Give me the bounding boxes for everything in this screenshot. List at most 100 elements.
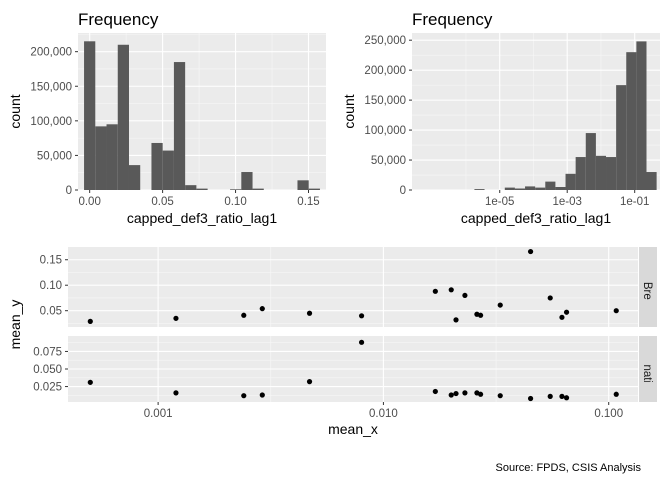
x-tick-label: 0.15 xyxy=(297,196,319,208)
scatter-point xyxy=(563,395,570,401)
y-tick-label: 50,000 xyxy=(371,155,406,167)
y-tick-label: 150,000 xyxy=(364,95,406,107)
scatter-point xyxy=(241,393,247,399)
facet-background xyxy=(68,247,638,327)
scatter-point xyxy=(547,295,553,301)
scatter-point xyxy=(497,302,503,308)
x-tick-label: 0.05 xyxy=(151,196,173,208)
histogram-bar xyxy=(575,157,586,190)
histogram-bar xyxy=(545,181,556,190)
scatter-point xyxy=(477,312,484,318)
histogram-log-panel: 0 50,000 100,000 150,000 200,000 250,000 1e-05… xyxy=(341,10,660,226)
x-axis-title: capped_def3_ratio_lag1 xyxy=(127,210,277,226)
x-tick-label: 0.10 xyxy=(224,196,246,208)
histogram-bar xyxy=(151,142,163,190)
histogram-bar xyxy=(525,186,536,190)
facet-strip-label: Ceiling Breaches xyxy=(641,244,653,331)
x-tick-label: 1e-05 xyxy=(485,196,514,208)
histogram-bar xyxy=(606,157,617,190)
histogram-bar xyxy=(535,187,546,190)
chart-title: Frequency xyxy=(412,10,493,29)
y-axis-title: mean_y xyxy=(7,300,23,350)
scatter-point xyxy=(527,248,534,255)
histogram-bar xyxy=(308,188,320,190)
facet-strip xyxy=(639,247,657,327)
scatter-point xyxy=(306,310,313,316)
histogram-bar xyxy=(173,62,186,190)
histogram-bar xyxy=(297,180,309,190)
histogram-bar xyxy=(252,188,264,190)
chart-title: Frequency xyxy=(78,10,159,29)
x-tick-label: 1e-01 xyxy=(620,196,649,208)
y-tick-label: 200,000 xyxy=(364,65,406,77)
histogram-bar xyxy=(565,173,576,190)
facet-strip-label: Terminations xyxy=(641,336,653,401)
scatter-point xyxy=(87,318,93,324)
scatter-point xyxy=(559,314,565,320)
histogram-linear-panel: 0 50,000 100,000 150,000 200,000 0.00 0.05 0.10… xyxy=(7,10,326,226)
histogram-bar xyxy=(585,133,596,190)
scatter-point xyxy=(173,315,179,321)
x-axis-title: mean_x xyxy=(328,421,378,437)
scatter-point xyxy=(462,390,468,396)
y-tick-label: 100,000 xyxy=(30,116,72,128)
histogram-bar xyxy=(504,187,515,190)
y-tick-label: 0.10 xyxy=(40,280,62,292)
scatter-point xyxy=(432,388,438,395)
scatter-point xyxy=(613,308,619,314)
x-tick-label: 0.100 xyxy=(594,408,623,420)
scatter-point xyxy=(173,390,179,396)
source-caption: Source: FPDS, CSIS Analysis xyxy=(496,462,642,474)
x-tick-label: 0.001 xyxy=(144,408,173,420)
scatter-point xyxy=(462,292,468,299)
y-tick-label: 0.025 xyxy=(33,382,62,394)
y-tick-label: 0 xyxy=(400,185,406,197)
histogram-bar xyxy=(241,172,253,190)
y-tick-label: 100,000 xyxy=(364,125,406,137)
histogram-bar xyxy=(616,85,627,190)
scatter-point xyxy=(453,317,459,323)
histogram-bar xyxy=(514,188,526,190)
histogram-bar xyxy=(106,124,118,190)
scatter-point xyxy=(259,392,265,398)
histogram-bar xyxy=(230,189,242,190)
x-axis-title: capped_def3_ratio_lag1 xyxy=(461,210,611,226)
y-tick-label: 0.15 xyxy=(40,255,62,267)
histogram-bar xyxy=(626,52,637,191)
histogram-bar xyxy=(117,44,129,191)
scatter-point xyxy=(497,393,503,399)
scatter-point xyxy=(547,393,553,399)
scatter-point xyxy=(563,309,570,315)
x-tick-label: 0.010 xyxy=(369,408,398,420)
scatter-point xyxy=(259,306,265,312)
scatter-point xyxy=(358,313,365,319)
y-tick-label: 50,000 xyxy=(37,150,72,162)
x-tick-label: 0.00 xyxy=(78,196,100,208)
scatter-point xyxy=(358,339,365,345)
scatter-point xyxy=(527,395,534,402)
histogram-bar xyxy=(555,187,566,190)
y-axis-title: count xyxy=(341,94,357,128)
histogram-bar xyxy=(84,41,96,190)
x-tick-label: 1e-03 xyxy=(552,196,581,208)
histogram-bar xyxy=(185,185,197,190)
scatter-facet-panel: 0.05 0.10 0.15 Ceiling Breaches 0.025 0.050 0.… xyxy=(7,244,657,437)
scatter-point xyxy=(448,287,454,293)
scatter-point xyxy=(306,379,313,385)
y-axis-title: count xyxy=(7,94,23,128)
y-tick-label: 0 xyxy=(66,185,72,197)
y-tick-label: 0.075 xyxy=(33,346,62,358)
y-tick-label: 200,000 xyxy=(30,47,72,59)
histogram-bar xyxy=(474,189,485,190)
scatter-point xyxy=(241,312,247,318)
y-tick-label: 0.05 xyxy=(40,306,62,318)
scatter-point xyxy=(477,391,484,397)
scatter-point xyxy=(559,393,565,399)
scatter-point xyxy=(453,390,459,397)
histogram-bar xyxy=(646,172,657,190)
y-tick-label: 250,000 xyxy=(364,35,406,47)
y-tick-label: 150,000 xyxy=(30,81,72,93)
y-tick-label: 0.050 xyxy=(33,364,62,376)
histogram-bar xyxy=(595,155,607,190)
